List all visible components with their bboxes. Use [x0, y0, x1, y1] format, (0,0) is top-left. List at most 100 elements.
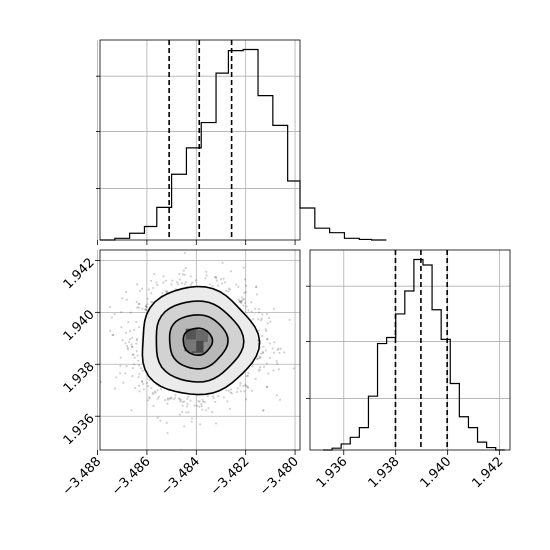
density-core-cell: [185, 328, 198, 341]
sample-point: [156, 389, 159, 392]
sample-point: [229, 388, 233, 391]
sample-point: [266, 386, 269, 389]
sample-point: [214, 422, 218, 425]
sample-point: [151, 300, 154, 304]
sample-point: [239, 384, 242, 387]
sample-point: [268, 342, 271, 345]
sample-point: [227, 287, 230, 290]
sample-point: [239, 381, 242, 385]
sample-point: [278, 351, 281, 354]
x-tick-label: −3.480: [257, 454, 302, 499]
sample-point: [268, 316, 271, 320]
sample-point: [198, 400, 201, 403]
sample-point: [128, 337, 132, 341]
sample-point: [267, 372, 270, 375]
sample-point: [244, 383, 247, 386]
histogram-steps: [322, 258, 505, 451]
sample-point: [266, 338, 269, 341]
sample-point: [207, 407, 210, 410]
sample-point: [134, 386, 137, 390]
sample-point: [240, 300, 243, 303]
contour-line: [155, 300, 245, 383]
sample-point: [172, 398, 175, 401]
sample-point: [273, 341, 276, 344]
sample-point: [181, 411, 184, 414]
sample-point: [189, 399, 192, 402]
sample-point: [257, 369, 261, 372]
sample-point: [258, 329, 261, 332]
sample-point: [137, 306, 140, 309]
sample-point: [245, 384, 248, 387]
sample-point: [110, 316, 113, 319]
sample-point: [137, 326, 141, 329]
sample-point: [257, 311, 261, 314]
sample-point: [193, 404, 196, 407]
sample-point: [184, 267, 187, 270]
sample-point: [132, 353, 135, 356]
sample-point: [255, 285, 258, 288]
sample-point: [242, 266, 245, 269]
sample-point: [261, 409, 265, 412]
sample-point: [269, 320, 272, 323]
sample-point: [276, 362, 279, 365]
sample-point: [147, 288, 150, 291]
sample-point: [121, 339, 124, 342]
sample-point: [228, 288, 232, 291]
sample-point: [147, 385, 150, 388]
sample-point: [205, 274, 208, 277]
sample-point: [250, 301, 253, 304]
sample-point: [135, 342, 138, 345]
sample-point: [120, 326, 123, 329]
sample-point: [166, 402, 169, 405]
sample-point: [238, 300, 241, 303]
sample-point: [137, 384, 141, 387]
sample-point: [212, 396, 215, 400]
sample-point: [275, 394, 278, 397]
sample-point: [115, 376, 118, 379]
sample-point: [277, 368, 281, 371]
contour-line: [168, 314, 229, 370]
sample-point: [200, 404, 203, 408]
sample-point: [228, 407, 231, 411]
sample-point: [265, 329, 268, 333]
sample-point: [124, 372, 127, 375]
histogram-panel-y: 1.936 1.938 1.940 1.942: [306, 249, 511, 491]
sample-point: [186, 397, 189, 401]
histogram-frame: [309, 249, 511, 451]
sample-point: [131, 345, 134, 349]
sample-point: [262, 409, 265, 412]
sample-point: [165, 290, 169, 293]
sample-point: [215, 277, 218, 280]
sample-point: [180, 282, 183, 285]
sample-point: [140, 380, 144, 383]
sample-point: [153, 390, 156, 393]
sample-point: [220, 282, 224, 285]
x-tick-label: 1.938: [366, 454, 403, 491]
sample-point: [113, 312, 116, 316]
sample-point: [272, 369, 275, 372]
scatter-contour-panel: −3.488 −3.486 −3.484 −3.482 −3.480 1.936 1.938…: [60, 249, 302, 499]
sample-point: [240, 302, 243, 305]
sample-point: [224, 281, 227, 284]
sample-point: [279, 347, 282, 350]
sample-point: [119, 364, 122, 367]
sample-point: [131, 336, 134, 339]
sample-point: [126, 348, 129, 351]
x-tick-label: −3.488: [60, 454, 105, 499]
sample-point: [125, 290, 128, 293]
sample-point: [205, 270, 208, 273]
sample-point: [243, 278, 247, 281]
sample-point: [230, 392, 233, 395]
sample-point: [221, 261, 224, 264]
sample-point: [292, 367, 295, 370]
sample-point: [259, 356, 262, 359]
sample-point: [229, 270, 232, 273]
sample-point: [239, 300, 242, 303]
sample-point: [266, 322, 269, 325]
sample-point: [150, 386, 153, 389]
sample-point: [265, 337, 269, 340]
sample-point: [178, 272, 181, 276]
sample-point: [247, 309, 250, 312]
sample-point: [247, 371, 250, 375]
sample-point: [152, 393, 155, 396]
